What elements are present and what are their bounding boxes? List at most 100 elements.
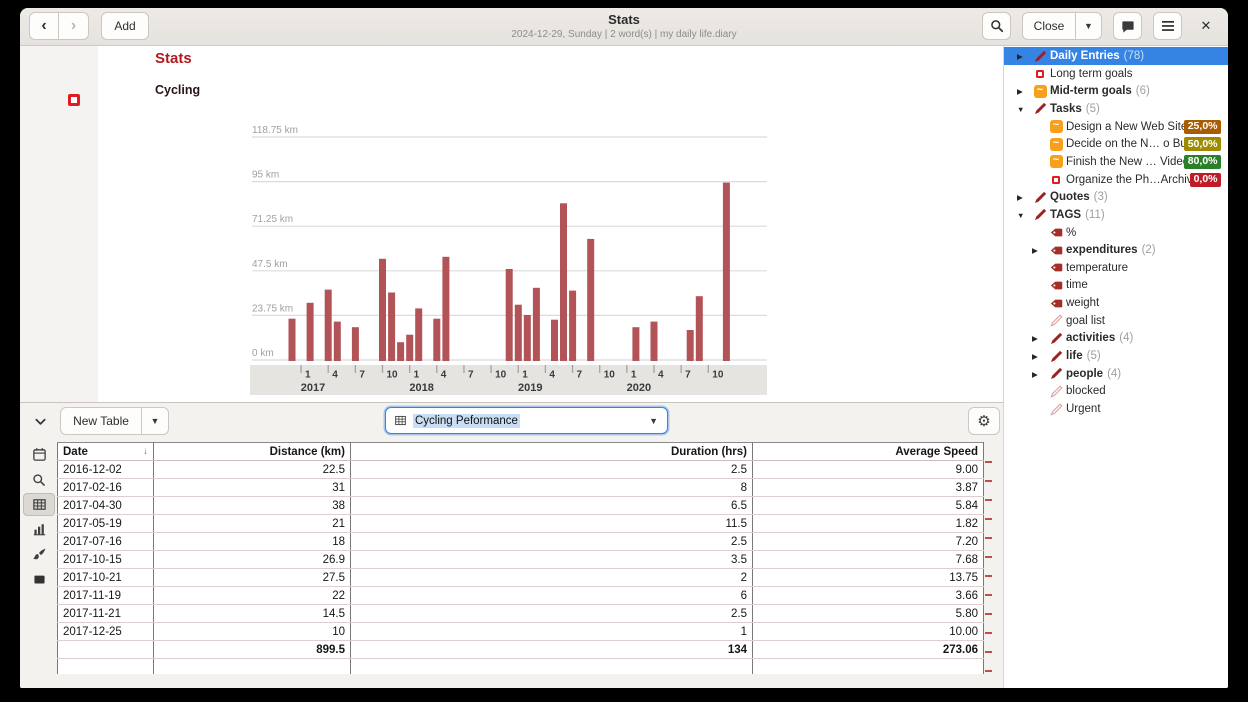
table-cell[interactable]: 3.87 — [752, 478, 984, 497]
tree-expander-icon[interactable]: ▶ — [1032, 352, 1038, 362]
table-cell[interactable]: 2.5 — [350, 460, 753, 479]
table-cell[interactable]: 13.75 — [752, 568, 984, 587]
tree-expander-icon[interactable]: ▶ — [1017, 87, 1023, 97]
table-cell[interactable]: 1 — [350, 622, 753, 641]
search-tool-button[interactable] — [23, 468, 55, 491]
table-cell[interactable]: 5.84 — [752, 496, 984, 515]
menu-button[interactable] — [1153, 12, 1182, 40]
sidebar-item-goal-list[interactable]: goal list — [1004, 312, 1228, 330]
tag-icon — [1050, 281, 1062, 290]
window-close-button[interactable]: ✕ — [1200, 18, 1212, 33]
sidebar-item-decide-on-the-n-o-buy[interactable]: ~ Decide on the N… o Buy 50,0% — [1004, 135, 1228, 153]
new-table-dropdown[interactable]: ▼ — [142, 407, 169, 435]
paint-tool-button[interactable] — [23, 543, 55, 566]
table-cell[interactable]: 38 — [153, 496, 351, 515]
table-cell[interactable]: 21 — [153, 514, 351, 533]
calendar-tool-button[interactable] — [23, 443, 55, 466]
table-cell[interactable]: 11.5 — [350, 514, 753, 533]
table-cell[interactable]: 1.82 — [752, 514, 984, 533]
entry-checkbox-icon[interactable] — [68, 94, 80, 106]
sidebar-item-quotes[interactable]: ▶ Quotes (3) — [1004, 188, 1228, 206]
table-cell[interactable]: 6.5 — [350, 496, 753, 515]
sidebar-item-temperature[interactable]: temperature — [1004, 259, 1228, 277]
table-cell[interactable]: 5.80 — [752, 604, 984, 623]
sidebar-item-long-term-goals[interactable]: Long term goals — [1004, 65, 1228, 83]
sidebar-item-people[interactable]: ▶ people (4) — [1004, 365, 1228, 383]
tree-expander-icon[interactable]: ▶ — [1032, 246, 1038, 256]
table-cell[interactable]: 3.5 — [350, 550, 753, 569]
column-header-duration-hrs[interactable]: Duration (hrs) — [350, 442, 753, 461]
table-cell[interactable]: 2017-10-21 — [57, 568, 154, 587]
table-cell[interactable]: 2017-02-16 — [57, 478, 154, 497]
sidebar-item-mid-term-goals[interactable]: ▶ ~ Mid-term goals (6) — [1004, 82, 1228, 100]
close-entry-button[interactable]: Close — [1022, 12, 1076, 40]
table-cell[interactable]: 2017-11-19 — [57, 586, 154, 605]
sidebar-item-tasks[interactable]: ▼ Tasks (5) — [1004, 100, 1228, 118]
table-cell[interactable]: 14.5 — [153, 604, 351, 623]
close-options-dropdown[interactable]: ▼ — [1076, 12, 1102, 40]
table-cell[interactable]: 2017-04-30 — [57, 496, 154, 515]
table-cell[interactable]: 2017-05-19 — [57, 514, 154, 533]
add-entry-button[interactable]: Add — [101, 12, 149, 40]
tree-expander-icon[interactable]: ▶ — [1032, 369, 1038, 379]
search-button[interactable] — [982, 12, 1011, 40]
table-cell[interactable]: 7.68 — [752, 550, 984, 569]
table-cell[interactable]: 31 — [153, 478, 351, 497]
table-cell[interactable]: 6 — [350, 586, 753, 605]
table-cell[interactable]: 18 — [153, 532, 351, 551]
sidebar-item-life[interactable]: ▶ life (5) — [1004, 347, 1228, 365]
column-header-date[interactable]: Date ↓ — [57, 442, 154, 461]
table-cell[interactable]: 3.66 — [752, 586, 984, 605]
sidebar-item-label: Organize the Ph…Archive — [1066, 173, 1199, 186]
flag-tool-button[interactable] — [23, 568, 55, 591]
table-cell[interactable]: 2016-12-02 — [57, 460, 154, 479]
table-tool-button[interactable] — [23, 493, 55, 516]
table-cell[interactable]: 26.9 — [153, 550, 351, 569]
table-cell[interactable]: 7.20 — [752, 532, 984, 551]
table-cell[interactable]: 27.5 — [153, 568, 351, 587]
sidebar-item-design-a-new-web-site[interactable]: ~ Design a New Web Site 25,0% — [1004, 118, 1228, 136]
sidebar-item-expenditures[interactable]: ▶ expenditures (2) — [1004, 241, 1228, 259]
sidebar-item-time[interactable]: time — [1004, 276, 1228, 294]
row-separator-tick — [985, 670, 992, 672]
sidebar-item-activities[interactable]: ▶ activities (4) — [1004, 329, 1228, 347]
sidebar-item-weight[interactable]: weight — [1004, 294, 1228, 312]
table-cell[interactable]: 2017-07-16 — [57, 532, 154, 551]
table-cell[interactable]: 8 — [350, 478, 753, 497]
column-header-average-speed[interactable]: Average Speed — [752, 442, 984, 461]
window-title: Stats — [608, 12, 640, 27]
chart-tool-button[interactable] — [23, 518, 55, 541]
table-cell[interactable]: 2.5 — [350, 532, 753, 551]
table-cell[interactable]: 10.00 — [752, 622, 984, 641]
tree-expander-icon[interactable]: ▶ — [1017, 52, 1023, 61]
table-cell[interactable]: 2017-11-21 — [57, 604, 154, 623]
table-cell[interactable]: 10 — [153, 622, 351, 641]
table-cell[interactable]: 22.5 — [153, 460, 351, 479]
table-cell[interactable]: 22 — [153, 586, 351, 605]
sidebar-item-organize-the-ph-archive[interactable]: Organize the Ph…Archive 0,0% — [1004, 171, 1228, 189]
tree-expander-icon[interactable]: ▶ — [1017, 193, 1023, 203]
comment-button[interactable] — [1113, 12, 1142, 40]
table-settings-button[interactable]: ⚙ — [968, 407, 1000, 435]
panel-collapse-button[interactable] — [27, 408, 53, 434]
table-cell[interactable]: 2.5 — [350, 604, 753, 623]
row-separator-tick — [985, 594, 992, 596]
table-cell[interactable]: 2 — [350, 568, 753, 587]
sidebar-item-urgent[interactable]: Urgent — [1004, 400, 1228, 418]
tree-expander-open-icon[interactable]: ▼ — [1017, 104, 1025, 114]
table-cell[interactable]: 2017-12-25 — [57, 622, 154, 641]
sidebar-item-tags[interactable]: ▼ TAGS (11) — [1004, 206, 1228, 224]
tree-expander-icon[interactable]: ▶ — [1032, 334, 1038, 344]
table-cell[interactable]: 9.00 — [752, 460, 984, 479]
new-table-button[interactable]: New Table — [60, 407, 142, 435]
sidebar-item-daily-entries[interactable]: ▶ Daily Entries (78) — [1004, 47, 1228, 65]
back-button[interactable]: ‹ — [29, 12, 59, 40]
sidebar-item-finish-the-new-video[interactable]: ~ Finish the New … Video 80,0% — [1004, 153, 1228, 171]
column-header-distance-km[interactable]: Distance (km) — [153, 442, 351, 461]
tree-expander-open-icon[interactable]: ▼ — [1017, 210, 1025, 220]
sidebar-item-[interactable]: % — [1004, 224, 1228, 242]
table-selector-combobox[interactable]: Cycling Peformance ▼ — [385, 407, 668, 434]
table-cell[interactable]: 2017-10-15 — [57, 550, 154, 569]
forward-button[interactable]: › — [59, 12, 89, 40]
sidebar-item-blocked[interactable]: blocked — [1004, 382, 1228, 400]
